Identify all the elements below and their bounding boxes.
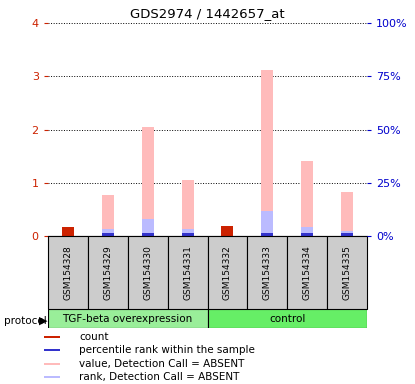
Bar	[142, 233, 154, 236]
FancyBboxPatch shape	[247, 236, 287, 309]
Text: TGF-beta overexpression: TGF-beta overexpression	[63, 314, 193, 324]
Text: GSM154328: GSM154328	[63, 245, 72, 300]
Bar	[261, 233, 273, 236]
Bar	[181, 229, 193, 236]
FancyBboxPatch shape	[128, 236, 168, 309]
Text: GSM154334: GSM154334	[303, 245, 312, 300]
Bar	[341, 231, 353, 236]
Text: GSM154329: GSM154329	[103, 245, 112, 300]
FancyBboxPatch shape	[48, 236, 88, 309]
FancyBboxPatch shape	[168, 236, 208, 309]
Bar	[44, 363, 60, 365]
Text: ▶: ▶	[39, 316, 47, 326]
Bar	[341, 233, 353, 236]
Bar	[62, 227, 74, 236]
Bar	[102, 229, 114, 236]
Bar	[62, 227, 74, 236]
Text: value, Detection Call = ABSENT: value, Detection Call = ABSENT	[79, 359, 244, 369]
Bar	[341, 233, 353, 236]
Bar	[261, 233, 273, 236]
Bar	[102, 233, 114, 236]
Bar	[44, 336, 60, 338]
FancyBboxPatch shape	[208, 309, 367, 328]
Bar	[181, 233, 193, 236]
Bar	[222, 225, 234, 236]
Bar	[102, 195, 114, 236]
Bar	[44, 349, 60, 351]
Bar	[301, 227, 313, 236]
Bar	[44, 376, 60, 378]
Bar	[261, 70, 273, 236]
Bar	[102, 233, 114, 236]
Bar	[142, 218, 154, 236]
Bar	[142, 127, 154, 236]
Bar	[301, 161, 313, 236]
FancyBboxPatch shape	[287, 236, 327, 309]
FancyBboxPatch shape	[88, 236, 128, 309]
Bar	[181, 180, 193, 236]
Text: control: control	[269, 314, 305, 324]
Text: GSM154333: GSM154333	[263, 245, 272, 300]
Bar	[341, 192, 353, 236]
Title: GDS2974 / 1442657_at: GDS2974 / 1442657_at	[130, 7, 285, 20]
Text: GSM154330: GSM154330	[143, 245, 152, 300]
Bar	[301, 233, 313, 236]
Bar	[181, 233, 193, 236]
Text: GSM154331: GSM154331	[183, 245, 192, 300]
Bar	[261, 210, 273, 236]
Bar	[142, 233, 154, 236]
Text: count: count	[79, 332, 109, 342]
Text: protocol: protocol	[4, 316, 47, 326]
Bar	[301, 233, 313, 236]
FancyBboxPatch shape	[327, 236, 367, 309]
Text: GSM154335: GSM154335	[343, 245, 352, 300]
Text: rank, Detection Call = ABSENT: rank, Detection Call = ABSENT	[79, 372, 239, 382]
Text: percentile rank within the sample: percentile rank within the sample	[79, 345, 255, 356]
FancyBboxPatch shape	[208, 236, 247, 309]
Bar	[222, 225, 234, 236]
FancyBboxPatch shape	[48, 309, 208, 328]
Text: GSM154332: GSM154332	[223, 245, 232, 300]
